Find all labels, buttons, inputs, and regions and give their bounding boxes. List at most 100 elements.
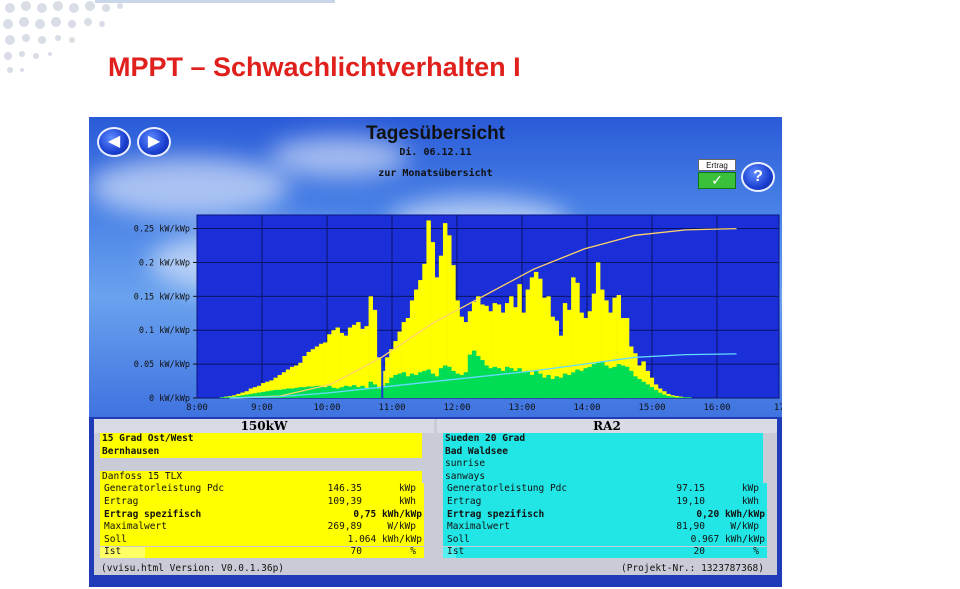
- bar-150kw: [550, 316, 555, 398]
- metric-unit: kWp: [741, 483, 759, 495]
- bar-150kw: [314, 346, 320, 398]
- bar-150kw: [281, 372, 287, 398]
- bar-ra2: [484, 365, 489, 398]
- bar-150kw: [542, 297, 547, 398]
- bar-150kw: [269, 380, 274, 398]
- bar-ra2: [360, 385, 365, 398]
- metric-value: 146.35: [327, 483, 362, 495]
- bar-ra2: [447, 366, 452, 398]
- bar-150kw: [562, 303, 568, 398]
- metric-label: Ertrag: [104, 495, 139, 507]
- bar-ra2: [339, 387, 345, 398]
- plant-info-line: Danfoss 15 TLX: [100, 470, 422, 484]
- help-button[interactable]: ?: [741, 162, 775, 192]
- bar-ra2: [674, 397, 679, 398]
- bar-150kw: [571, 277, 576, 398]
- bar-150kw: [327, 334, 332, 398]
- bar-ra2: [546, 374, 551, 398]
- bar-ra2: [637, 379, 642, 398]
- metric-row: Ist 70%: [100, 546, 424, 559]
- bar-ra2: [364, 387, 369, 398]
- bar-ra2: [219, 397, 225, 398]
- metric-row: Ertrag spezifisch 0,20 kWh/kWp: [443, 508, 767, 522]
- plant-info-line: sanways: [443, 470, 763, 484]
- bar-ra2: [405, 376, 411, 398]
- bar-ra2: [442, 365, 448, 398]
- bar-150kw: [583, 318, 588, 398]
- bar-ra2: [521, 372, 526, 398]
- bar-ra2: [624, 366, 630, 398]
- plant-header: 150kW: [94, 419, 434, 433]
- plant-info-text: Danfoss 15 TLX: [102, 470, 183, 482]
- bar-150kw: [418, 280, 423, 398]
- next-day-button[interactable]: ▶: [137, 127, 171, 157]
- bar-ra2: [641, 381, 646, 398]
- bar-150kw: [335, 327, 340, 398]
- info-tables: 150kW 15 Grad Ost/West Bernhausen Danfoss 1…: [94, 419, 777, 575]
- bar-ra2: [662, 394, 667, 398]
- bar-ra2: [318, 385, 324, 398]
- metric-unit: kWh: [741, 495, 759, 507]
- plant-info-text: Bernhausen: [102, 445, 160, 457]
- metric-value: 1.064 kWh/kWp: [347, 533, 422, 545]
- bar-ra2: [430, 373, 435, 398]
- bar-ra2: [533, 370, 539, 398]
- bar-ra2: [657, 392, 663, 398]
- ertrag-toggle[interactable]: Ertrag ✓: [698, 159, 736, 189]
- metric-row: Maximalwert 81,90 W/kWp: [443, 521, 767, 534]
- month-overview-link[interactable]: zur Monatsübersicht: [378, 168, 493, 179]
- prev-day-button[interactable]: ◀: [97, 127, 131, 157]
- y-tick-label: 0.25 kW/kWp: [134, 225, 190, 235]
- slide-title: MPPT – Schwachlichtverhalten I: [108, 52, 521, 82]
- dot-pattern-decoration: [3, 1, 123, 73]
- plant-info-text: sunrise: [445, 458, 486, 470]
- bar-150kw: [612, 297, 617, 398]
- plant-info-text: Bad Waldsee: [445, 445, 508, 457]
- bar-ra2: [252, 393, 258, 398]
- bar-150kw: [372, 309, 378, 398]
- bar-150kw: [521, 312, 526, 398]
- bar-150kw: [261, 383, 266, 398]
- x-tick-label: 8:00: [186, 403, 208, 413]
- bar-ra2: [372, 384, 378, 398]
- ist-progress: [100, 547, 146, 558]
- bar-150kw: [587, 311, 593, 398]
- x-tick-label: 12:00: [443, 403, 470, 413]
- x-tick-label: 9:00: [251, 403, 273, 413]
- bar-150kw: [298, 362, 303, 398]
- metric-unit: kWh: [398, 495, 416, 507]
- bar-ra2: [376, 388, 382, 398]
- bar-150kw: [236, 393, 241, 398]
- bar-ra2: [314, 385, 320, 398]
- bar-ra2: [517, 368, 522, 398]
- metric-row: Soll 1.064 kWh/kWp: [100, 533, 424, 547]
- bar-150kw: [620, 318, 626, 398]
- bar-150kw: [459, 316, 464, 398]
- plant-info-line: 15 Grad Ost/West: [100, 433, 422, 446]
- bar-ra2: [459, 374, 464, 398]
- bar-150kw: [252, 387, 258, 398]
- bar-150kw: [529, 277, 535, 398]
- bar-150kw: [492, 303, 498, 398]
- bar-150kw: [397, 331, 402, 398]
- bar-150kw: [662, 391, 667, 398]
- bar-150kw: [256, 385, 262, 398]
- bar-150kw: [422, 263, 427, 398]
- cumulative-line-150kw: [229, 227, 737, 399]
- right-plant-column: RA2 Sueden 20 Grad Bad Waldsee sunrise sanwa…: [437, 419, 777, 575]
- bar-150kw: [504, 303, 510, 398]
- bar-ra2: [306, 386, 311, 398]
- bar-ra2: [451, 370, 456, 398]
- bar-ra2: [335, 388, 340, 398]
- bar-ra2: [616, 364, 622, 398]
- bar-ra2: [633, 376, 638, 398]
- bar-ra2: [579, 370, 584, 398]
- bar-ra2: [240, 395, 245, 398]
- bar-150kw: [277, 374, 283, 398]
- bar-ra2: [604, 365, 609, 398]
- bar-150kw: [575, 282, 580, 398]
- bar-ra2: [492, 366, 498, 398]
- page-title: Tagesübersicht: [365, 123, 506, 144]
- metric-row: Generatorleistung Pdc 146.35 kWp: [100, 483, 424, 496]
- bar-ra2: [463, 372, 469, 398]
